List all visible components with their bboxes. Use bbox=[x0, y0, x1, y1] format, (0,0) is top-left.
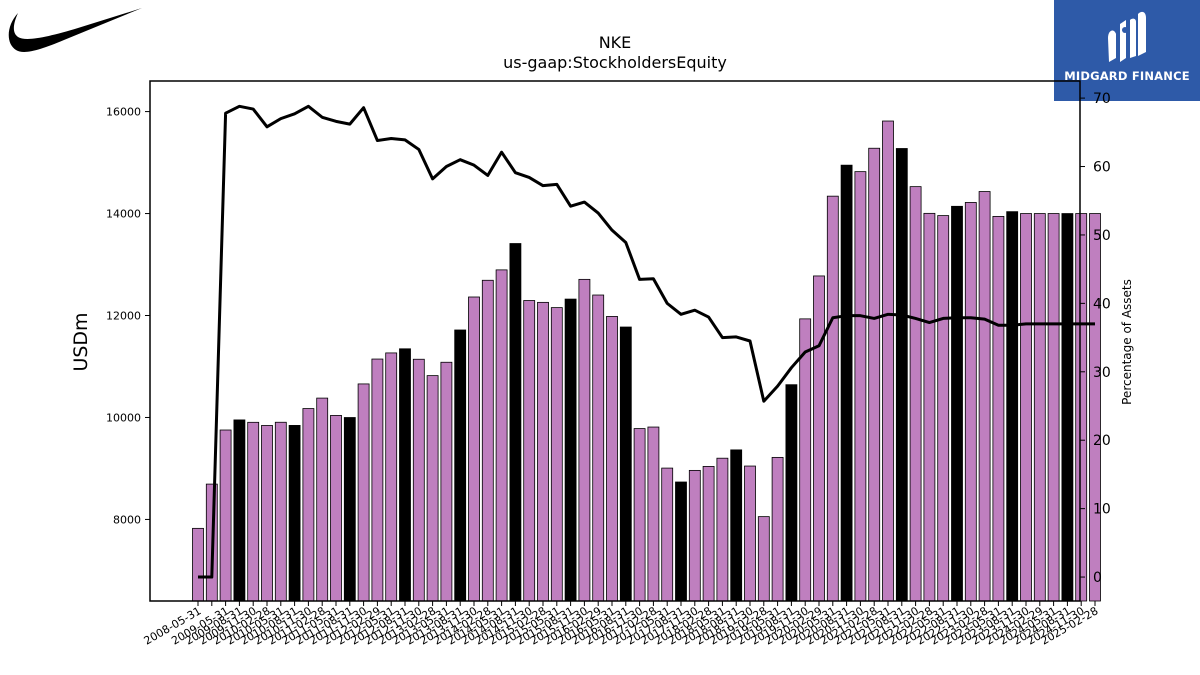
bar bbox=[330, 415, 342, 602]
bar bbox=[647, 426, 660, 602]
y2-tick-label: 30 bbox=[1093, 365, 1111, 381]
bar bbox=[675, 481, 687, 602]
y2-tick-label: 10 bbox=[1093, 502, 1111, 518]
bar bbox=[233, 419, 246, 602]
bar bbox=[730, 449, 743, 602]
bar bbox=[923, 212, 936, 602]
bar bbox=[688, 469, 701, 602]
bar bbox=[771, 456, 784, 602]
bar bbox=[302, 408, 315, 602]
bar bbox=[550, 307, 563, 602]
bar-series bbox=[192, 120, 1101, 602]
bar bbox=[799, 318, 812, 602]
y2-axis-label: Percentage of Assets bbox=[1120, 279, 1134, 405]
bar bbox=[509, 243, 522, 602]
axes bbox=[149, 80, 1081, 602]
bar bbox=[1075, 213, 1088, 602]
bar bbox=[426, 375, 439, 602]
y-tick-label: 16000 bbox=[106, 106, 141, 119]
y-axis-label: USDm bbox=[70, 312, 92, 371]
percentage-line bbox=[198, 104, 1095, 579]
chart-subtitle: us-gaap:StockholdersEquity bbox=[503, 53, 727, 72]
bar bbox=[288, 425, 301, 602]
bar bbox=[619, 326, 632, 602]
bar bbox=[454, 329, 467, 602]
x-axis-ticks: 2008-05-312009-05-312009-08-312009-11-30… bbox=[142, 601, 1101, 648]
brand-name: MIDGARD FINANCE bbox=[1064, 69, 1190, 83]
bar bbox=[992, 215, 1005, 602]
y-tick-label: 14000 bbox=[106, 208, 141, 221]
bar bbox=[1061, 213, 1074, 602]
bar bbox=[468, 296, 480, 602]
bar bbox=[826, 195, 839, 602]
bar bbox=[868, 147, 881, 602]
bar bbox=[219, 429, 232, 602]
bar bbox=[412, 358, 425, 602]
bar bbox=[1033, 213, 1046, 602]
y-tick-label: 10000 bbox=[106, 411, 141, 424]
bar bbox=[854, 171, 867, 602]
bar bbox=[261, 425, 273, 602]
bar bbox=[399, 348, 411, 602]
bar bbox=[537, 301, 549, 602]
bar bbox=[192, 527, 204, 602]
y-tick-label: 12000 bbox=[106, 310, 141, 323]
bar bbox=[592, 294, 605, 602]
bar bbox=[702, 466, 715, 602]
bar bbox=[606, 316, 618, 602]
bar bbox=[578, 278, 591, 602]
midgard-mark-icon bbox=[1108, 11, 1146, 62]
bar bbox=[909, 186, 922, 602]
bar bbox=[481, 279, 494, 602]
bar bbox=[495, 269, 508, 602]
bar bbox=[1089, 213, 1101, 602]
bar bbox=[633, 428, 646, 602]
bar bbox=[785, 384, 798, 602]
line-series bbox=[198, 104, 1095, 579]
bar bbox=[840, 164, 853, 602]
bar bbox=[882, 120, 894, 602]
bar bbox=[1006, 211, 1019, 602]
bar bbox=[316, 397, 329, 602]
bar bbox=[964, 202, 977, 602]
bar bbox=[951, 205, 963, 602]
bar bbox=[1020, 213, 1032, 602]
bar bbox=[978, 191, 991, 602]
bar bbox=[343, 417, 356, 602]
bar bbox=[274, 421, 287, 602]
y2-tick-label: 20 bbox=[1093, 433, 1111, 449]
bar bbox=[440, 361, 453, 602]
y2-tick-label: 50 bbox=[1093, 228, 1111, 244]
midgard-finance-logo: MIDGARD FINANCE bbox=[1054, 0, 1200, 101]
bar bbox=[357, 383, 370, 602]
bar bbox=[744, 465, 756, 602]
nike-swoosh-logo bbox=[8, 8, 143, 52]
bar bbox=[564, 298, 577, 602]
y-tick-label: 8000 bbox=[113, 513, 141, 526]
bar bbox=[371, 358, 384, 602]
bar bbox=[757, 516, 770, 602]
y2-tick-label: 0 bbox=[1093, 570, 1102, 586]
bar bbox=[385, 352, 398, 602]
bar bbox=[813, 275, 825, 602]
bar bbox=[895, 148, 908, 602]
y2-tick-label: 60 bbox=[1093, 160, 1111, 176]
bar bbox=[247, 421, 260, 602]
bar bbox=[937, 215, 950, 602]
chart-title: NKE bbox=[599, 33, 632, 52]
plot-frame bbox=[149, 80, 1081, 602]
bar bbox=[716, 457, 729, 602]
y2-tick-label: 70 bbox=[1093, 91, 1111, 107]
y2-axis-ticks: 0 10 20 30 40 50 60 70 bbox=[1080, 91, 1111, 586]
y2-tick-label: 40 bbox=[1093, 296, 1111, 312]
bar bbox=[661, 467, 674, 602]
bar bbox=[1047, 213, 1060, 602]
bar bbox=[523, 300, 536, 602]
y-axis-ticks: 8000 10000 12000 14000 16000 bbox=[106, 106, 150, 526]
